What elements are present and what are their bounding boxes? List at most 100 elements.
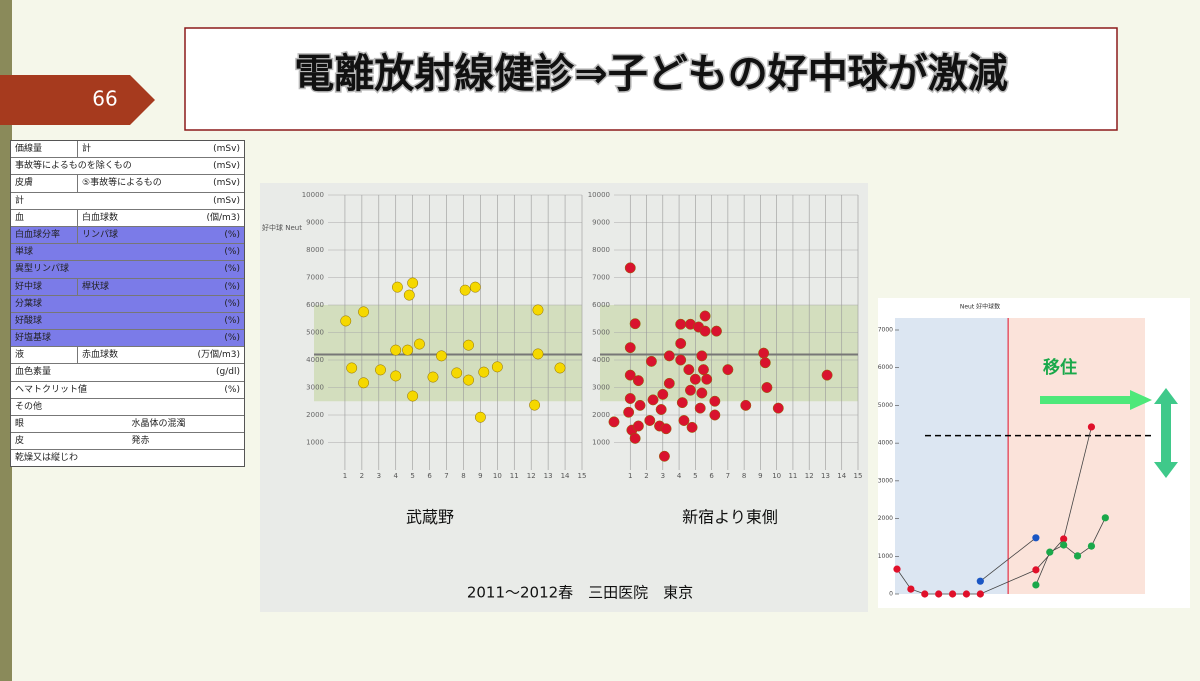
point [699,310,711,322]
table-row: 血白血球数 (個/m3) [11,209,244,227]
point [529,399,541,411]
point [678,415,690,426]
point [608,416,620,428]
x-tick-label: 10 [772,472,781,480]
point [358,306,370,318]
point [644,415,656,426]
point [696,387,708,399]
point [683,364,695,376]
table-row: 眼 水晶体の混濁 [11,416,244,434]
point [759,357,771,369]
x-tick-label: 6 [427,472,432,480]
point [1032,581,1040,589]
table-cell: (%) [224,281,240,292]
point [675,354,687,366]
table-cell: 赤血球数 [82,350,119,361]
point [624,342,636,354]
caption: 2011〜2012春 三田医院 東京 [467,584,693,602]
x-tick-label: 5 [410,472,414,480]
y-tick-label: 1000 [878,553,893,560]
point [427,371,439,383]
x-tick-label: 1 [628,472,632,480]
table-row: 分葉球 (%) [11,295,244,313]
point [772,402,784,414]
table-cell: (g/dl) [216,367,240,378]
table-cell: その他 [15,401,43,412]
point [629,318,641,330]
point [758,347,770,359]
table-cell: (mSv) [213,178,240,189]
x-tick-label: 4 [677,472,682,480]
point [634,399,646,411]
point [921,590,929,598]
y-tick-label: 8000 [306,246,324,254]
y-tick-label: 3000 [592,384,610,392]
x-tick-label: 9 [478,472,482,480]
point [463,339,474,351]
x-tick-label: 15 [854,472,863,480]
table-cell: 発赤 [131,436,150,447]
point [403,289,415,301]
x-tick-label: 14 [561,472,570,480]
slide-title: 電離放射線健診⇒子どもの好中球が激減 [294,51,1008,97]
table-cell: (%) [224,264,240,275]
point [893,565,901,573]
point [675,338,687,349]
y-tick-label: 9000 [592,219,610,227]
table-cell: (%) [224,384,240,395]
point [645,355,657,367]
point [532,348,544,360]
series-line [1035,517,1106,586]
table-cell: リンパ球 [82,229,119,240]
number-badge [0,75,155,125]
point [689,373,701,385]
point [647,394,659,406]
point [976,577,984,585]
point [935,590,943,598]
x-tick-label: 2 [644,472,648,480]
y-tick-label: 3000 [878,477,893,484]
y-tick-label: 1000 [306,439,324,447]
x-tick-label: 7 [444,472,448,480]
table-cell: 桿状球 [82,281,110,292]
table-cell: (個/m3) [206,212,240,223]
point [358,377,370,389]
normal-band [600,305,858,402]
chart-title: Neut 好中球数 [960,303,1000,311]
point [407,390,419,402]
x-tick-label: 5 [693,472,697,480]
point [821,369,833,381]
table-row: 異型リンパ球 (%) [11,261,244,279]
point [1073,552,1082,560]
x-tick-label: 13 [544,472,553,480]
y-tick-label: 7000 [592,274,610,282]
x-tick-label: 11 [510,472,519,480]
point [1060,541,1068,549]
table-row: 計 (mSv) [11,193,244,210]
point [346,362,358,374]
point [391,281,403,293]
table-row: 好中球 桿状球 (%) [11,278,244,296]
annotation: 移住 [1043,357,1077,378]
y-tick-label: 10000 [588,191,610,199]
table-cell: (%) [224,333,240,344]
table-row: 事故等によるものを除くもの (mSv) [11,158,244,176]
table-cell: (mSv) [213,144,240,154]
table-row: 白血球分率 リンパ球 (%) [11,226,244,245]
table-cell: 異型リンパ球 [15,264,70,275]
table-row: 単球 (%) [11,244,244,262]
x-tick-label: 9 [758,472,762,480]
side-stripe [0,0,12,681]
point [686,421,698,433]
form-table: 価線量計 (mSv) 事故等によるものを除くもの (mSv) 皮膚 ⑤事故等によるもの (m… [10,140,245,467]
series-line [980,537,1037,582]
table-row: 皮膚 ⑤事故等によるもの (mSv) [11,175,244,193]
point [663,350,675,362]
title-box [184,27,1118,131]
table-cell: 好酸球 [15,315,43,326]
y-tick-label: 8000 [592,246,610,254]
point [676,397,688,409]
y-tick-label: 7000 [878,327,893,334]
y-tick-label: 4000 [306,356,324,364]
